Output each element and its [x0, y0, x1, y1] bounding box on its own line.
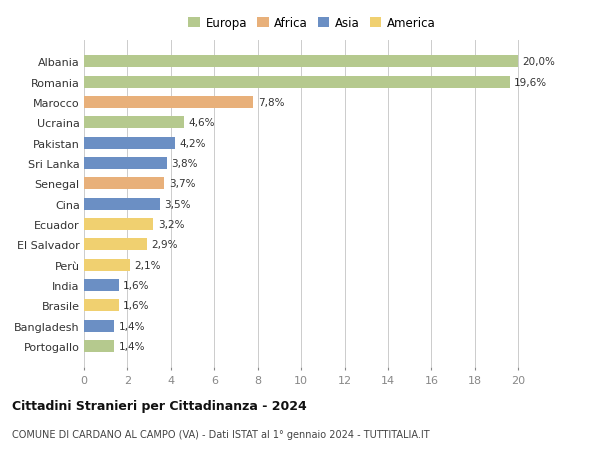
Text: COMUNE DI CARDANO AL CAMPO (VA) - Dati ISTAT al 1° gennaio 2024 - TUTTITALIA.IT: COMUNE DI CARDANO AL CAMPO (VA) - Dati I… [12, 429, 430, 439]
Text: 1,4%: 1,4% [119, 341, 145, 351]
Text: 1,6%: 1,6% [123, 301, 149, 311]
Bar [84, 218, 154, 230]
Bar [84, 198, 160, 210]
Bar [84, 320, 115, 332]
Bar [84, 178, 164, 190]
Text: 1,6%: 1,6% [123, 280, 149, 291]
Bar [84, 340, 115, 353]
Bar [84, 259, 130, 271]
Legend: Europa, Africa, Asia, America: Europa, Africa, Asia, America [185, 15, 439, 32]
Bar [84, 76, 509, 89]
Bar [84, 117, 184, 129]
Text: 1,4%: 1,4% [119, 321, 145, 331]
Text: 19,6%: 19,6% [514, 78, 547, 88]
Bar [84, 97, 253, 109]
Text: 3,5%: 3,5% [164, 199, 191, 209]
Bar [84, 300, 119, 312]
Text: 3,7%: 3,7% [169, 179, 195, 189]
Text: 2,9%: 2,9% [151, 240, 178, 250]
Text: 4,2%: 4,2% [179, 139, 206, 148]
Text: 3,2%: 3,2% [158, 219, 184, 230]
Text: 20,0%: 20,0% [523, 57, 556, 67]
Bar [84, 137, 175, 150]
Bar [84, 56, 518, 68]
Text: 7,8%: 7,8% [258, 98, 284, 108]
Bar [84, 280, 119, 291]
Text: 3,8%: 3,8% [171, 159, 197, 168]
Bar [84, 239, 147, 251]
Bar [84, 157, 167, 170]
Text: 2,1%: 2,1% [134, 260, 160, 270]
Text: Cittadini Stranieri per Cittadinanza - 2024: Cittadini Stranieri per Cittadinanza - 2… [12, 399, 307, 412]
Text: 4,6%: 4,6% [188, 118, 215, 128]
